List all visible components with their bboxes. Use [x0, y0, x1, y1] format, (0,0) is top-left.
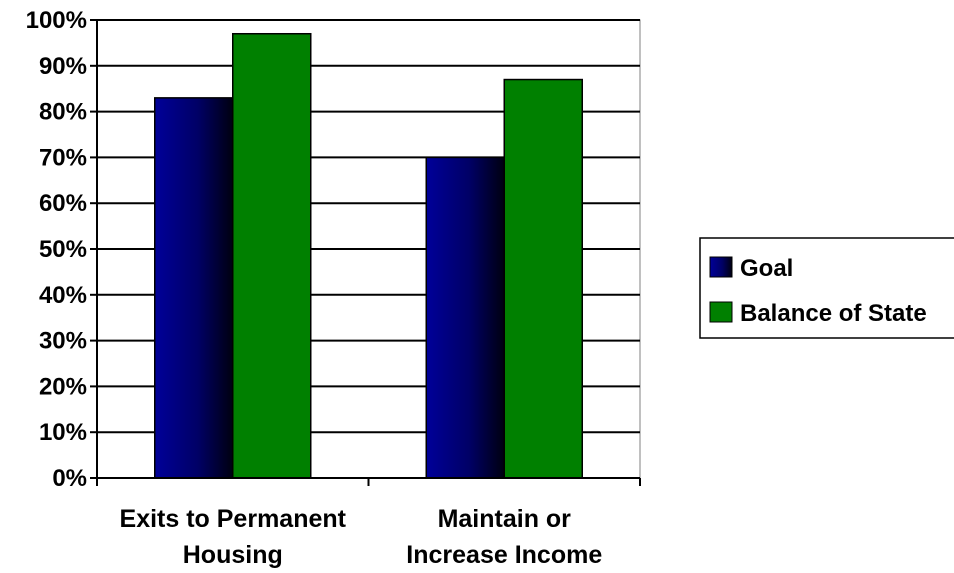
y-tick-label: 100%	[26, 7, 87, 34]
y-tick-label: 60%	[39, 190, 87, 217]
legend: Goal Balance of State	[699, 237, 954, 339]
bar-balance-of-state-0	[232, 32, 312, 479]
y-tick-label: 40%	[39, 282, 87, 309]
y-tick-label: 0%	[52, 465, 87, 492]
bar-balance-of-state-1	[503, 78, 583, 479]
y-tick-label: 70%	[39, 144, 87, 171]
legend-label-goal: Goal	[740, 255, 793, 282]
x-category-label: Exits to Permanent	[120, 505, 347, 533]
bar-goal-1	[425, 156, 505, 479]
legend-swatch-balance	[709, 301, 733, 323]
y-tick-label: 10%	[39, 419, 87, 446]
x-category-label: Maintain or	[438, 505, 572, 533]
x-category-label: Housing	[183, 541, 283, 569]
bar-goal-0	[154, 97, 234, 479]
y-axis-ticks: 0% 10% 20% 30% 40% 50% 60% 70% 80% 90% 100%	[26, 7, 641, 492]
y-tick-label: 20%	[39, 373, 87, 400]
x-axis-labels: Exits to Permanent Housing Maintain or Incr…	[120, 505, 603, 569]
x-category-label: Increase Income	[406, 541, 602, 569]
y-tick-label: 90%	[39, 53, 87, 80]
legend-label-balance: Balance of State	[740, 300, 927, 327]
y-tick-label: 80%	[39, 99, 87, 126]
legend-swatch-goal	[709, 256, 733, 278]
y-tick-label: 50%	[39, 236, 87, 263]
legend-box	[699, 237, 954, 339]
y-tick-label: 30%	[39, 328, 87, 355]
